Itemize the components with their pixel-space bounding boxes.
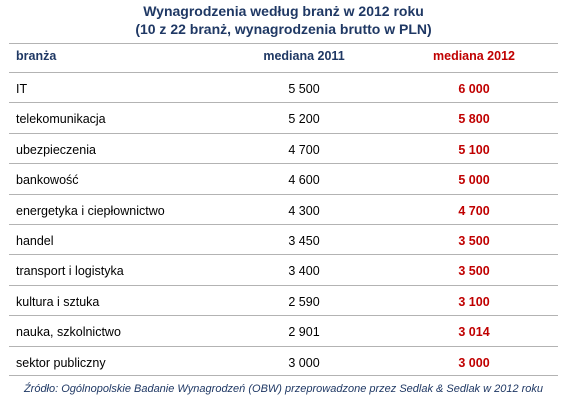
table-row: handel 3 450 3 500 (9, 223, 558, 254)
median-2011-value: 2 901 (288, 325, 320, 340)
median-2011-value: 3 400 (288, 264, 320, 279)
median-2011-value: 2 590 (288, 294, 320, 309)
median-2011-value: 4 600 (288, 173, 320, 188)
median-2012-value: 3 500 (458, 264, 490, 279)
table-row: bankowość 4 600 5 000 (9, 163, 558, 193)
median-2011-value: 3 000 (288, 355, 320, 370)
branch-name: telekomunikacja (16, 112, 106, 127)
branch-name: energetyka i ciepłownictwo (16, 203, 165, 218)
table-row: ubezpieczenia 4 700 5 100 (9, 132, 558, 163)
branch-name: handel (16, 233, 54, 248)
source-note: Źródło: Ogólnopolskie Badanie Wynagrodze… (23, 383, 544, 395)
median-2012-value: 3 100 (458, 294, 490, 309)
median-2011-value: 3 450 (288, 233, 320, 248)
median-2012-value: 4 700 (458, 203, 490, 218)
median-2011-value: 5 500 (288, 82, 320, 96)
table-row: telekomunikacja 5 200 5 800 (9, 102, 558, 132)
branch-name: nauka, szkolnictwo (16, 325, 121, 340)
header-top-rule (9, 43, 558, 44)
column-header-branza: branża (16, 49, 57, 63)
median-2011-value: 5 200 (288, 112, 320, 127)
table-row: transport i logistyka 3 400 3 500 (9, 254, 558, 284)
column-header-median-2011: mediana 2011 (263, 49, 345, 63)
table-title: Wynagrodzenia według branż w 2012 roku (143, 3, 424, 19)
branch-name: bankowość (16, 173, 79, 188)
table-row: kultura i sztuka 2 590 3 100 (9, 284, 558, 315)
median-2012-value: 5 800 (458, 112, 490, 127)
median-2011-value: 4 700 (288, 142, 320, 157)
table-row: nauka, szkolnictwo 2 901 3 014 (9, 315, 558, 345)
median-2012-value: 5 000 (458, 173, 490, 188)
branch-name: sektor publiczny (16, 355, 106, 370)
table-row: sektor publiczny 3 000 3 000 (9, 345, 558, 376)
table-body: IT 5 500 6 000 telekomunikacja 5 200 5 800 ube… (9, 72, 558, 376)
branch-name: kultura i sztuka (16, 294, 100, 309)
median-2011-value: 4 300 (288, 203, 320, 218)
branch-name: ubezpieczenia (16, 142, 96, 157)
median-2012-value: 3 014 (458, 325, 490, 340)
median-2012-value: 5 100 (458, 142, 490, 157)
median-2012-value: 3 500 (458, 233, 490, 248)
branch-name: IT (16, 82, 28, 96)
median-2012-value: 6 000 (458, 82, 490, 96)
column-header-median-2012: mediana 2012 (433, 49, 515, 63)
branch-name: transport i logistyka (16, 264, 124, 279)
table-row: IT 5 500 6 000 (9, 72, 558, 102)
table-row: energetyka i ciepłownictwo 4 300 4 700 (9, 193, 558, 224)
median-2012-value: 3 000 (458, 355, 490, 370)
table-subtitle: (10 z 22 branż, wynagrodzenia brutto w P… (135, 21, 432, 37)
